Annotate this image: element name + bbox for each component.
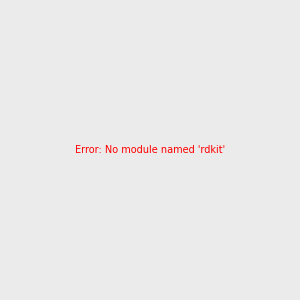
Text: Error: No module named 'rdkit': Error: No module named 'rdkit' xyxy=(75,145,225,155)
